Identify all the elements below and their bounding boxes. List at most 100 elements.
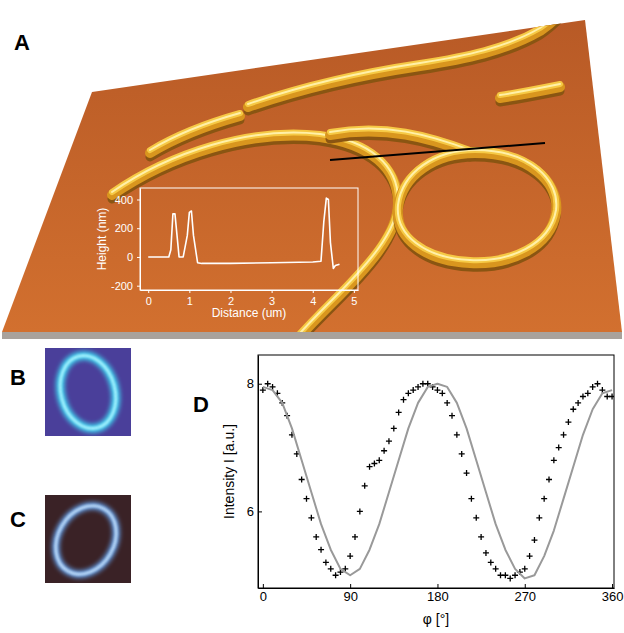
substrate-surface [2, 20, 622, 332]
plot-marks [260, 381, 614, 582]
panel-b [45, 348, 131, 436]
tick: 1 [187, 290, 193, 307]
tick-label: 3 [269, 295, 275, 307]
tick: 3 [269, 290, 275, 307]
tick: 0 [260, 584, 267, 604]
data-point [313, 534, 319, 540]
tick-label: 5 [351, 295, 357, 307]
axis: 090180270360 [259, 584, 624, 604]
panel-a [2, 2, 622, 345]
chart-1: 09018027036068φ [°]Intensity I [a.u.] [221, 355, 623, 627]
data-point [386, 438, 392, 444]
panel-label: A [14, 30, 30, 55]
plot-frame [140, 188, 358, 290]
data-point [299, 476, 305, 482]
panel-label: D [193, 392, 209, 417]
data-point [333, 572, 339, 578]
data-point [323, 559, 329, 565]
tick-mark [137, 286, 140, 287]
data-point [376, 457, 382, 463]
tick-mark [272, 290, 273, 293]
tick-label: 0 [146, 295, 152, 307]
data-point [415, 384, 421, 390]
data-point [478, 534, 484, 540]
substrate-side [2, 332, 622, 339]
data-point [561, 432, 567, 438]
data-point [575, 400, 581, 406]
ring [52, 349, 123, 434]
x-axis-title: Distance (um) [212, 306, 287, 320]
tick-mark [525, 584, 526, 588]
data-point [468, 496, 474, 502]
tick-label: 180 [427, 589, 449, 604]
data-point [541, 496, 547, 502]
data-point [265, 381, 271, 387]
data-point [556, 445, 562, 451]
ribbon-highlight [248, 2, 568, 104]
data-point [488, 559, 494, 565]
ribbon-highlight [330, 128, 470, 150]
data-point [565, 419, 571, 425]
data-point [609, 393, 614, 399]
data-point [502, 572, 508, 578]
data-point [401, 397, 407, 403]
axis-line [140, 189, 141, 291]
tick: 0 [127, 251, 140, 263]
tick-mark [137, 257, 140, 258]
data-point [551, 457, 557, 463]
data-point [483, 550, 489, 556]
data-point [328, 566, 334, 572]
chart-0: 012345-2000200400Distance (um)Height (nm… [95, 188, 359, 320]
tick-label: 90 [343, 589, 357, 604]
data-point [464, 470, 470, 476]
tick-label: 8 [247, 376, 254, 391]
data-point [405, 390, 411, 396]
panel-label: C [10, 507, 26, 532]
axis: -2000200400 [111, 189, 141, 292]
tick-label: 0 [260, 589, 267, 604]
tick: 0 [146, 290, 152, 307]
tick-label: 4 [310, 295, 316, 307]
data-point [381, 448, 387, 454]
tick: 180 [427, 584, 449, 604]
data-point [308, 515, 314, 521]
ribbon-top [330, 128, 470, 150]
data-point [527, 553, 533, 559]
data-point [367, 464, 373, 470]
data-point [396, 409, 402, 415]
tick-label: 2 [228, 295, 234, 307]
tick-mark [437, 584, 438, 588]
plot-frame [258, 355, 614, 588]
tick-mark [148, 290, 149, 293]
data-point [357, 508, 363, 514]
data-point [459, 451, 465, 457]
ring-glow [52, 349, 123, 434]
data-point [531, 537, 537, 543]
data-point [444, 400, 450, 406]
data-point [439, 390, 445, 396]
tick-label: 0 [127, 251, 133, 263]
data-point [522, 566, 528, 572]
ribbon-top [112, 133, 398, 338]
data-point [362, 483, 368, 489]
data-point [512, 572, 518, 578]
data-point [570, 406, 576, 412]
figure: ABCD012345-2000200400Distance (um)Height… [0, 0, 624, 633]
tick-mark [137, 228, 140, 229]
data-point [590, 384, 596, 390]
data-point [391, 425, 397, 431]
tick: 270 [514, 584, 536, 604]
data-point [371, 461, 377, 467]
data-line [263, 384, 612, 579]
data-point [536, 515, 542, 521]
ribbon-highlight [500, 84, 560, 95]
data-point [454, 432, 460, 438]
axis-line [258, 356, 259, 589]
data-point [507, 575, 513, 581]
ring [44, 495, 128, 585]
y-axis-title: Intensity I [a.u.] [221, 424, 237, 519]
tick-mark [313, 290, 314, 293]
tick: 2 [228, 290, 234, 307]
data-point [352, 534, 358, 540]
x-axis-title: φ [°] [423, 611, 449, 627]
